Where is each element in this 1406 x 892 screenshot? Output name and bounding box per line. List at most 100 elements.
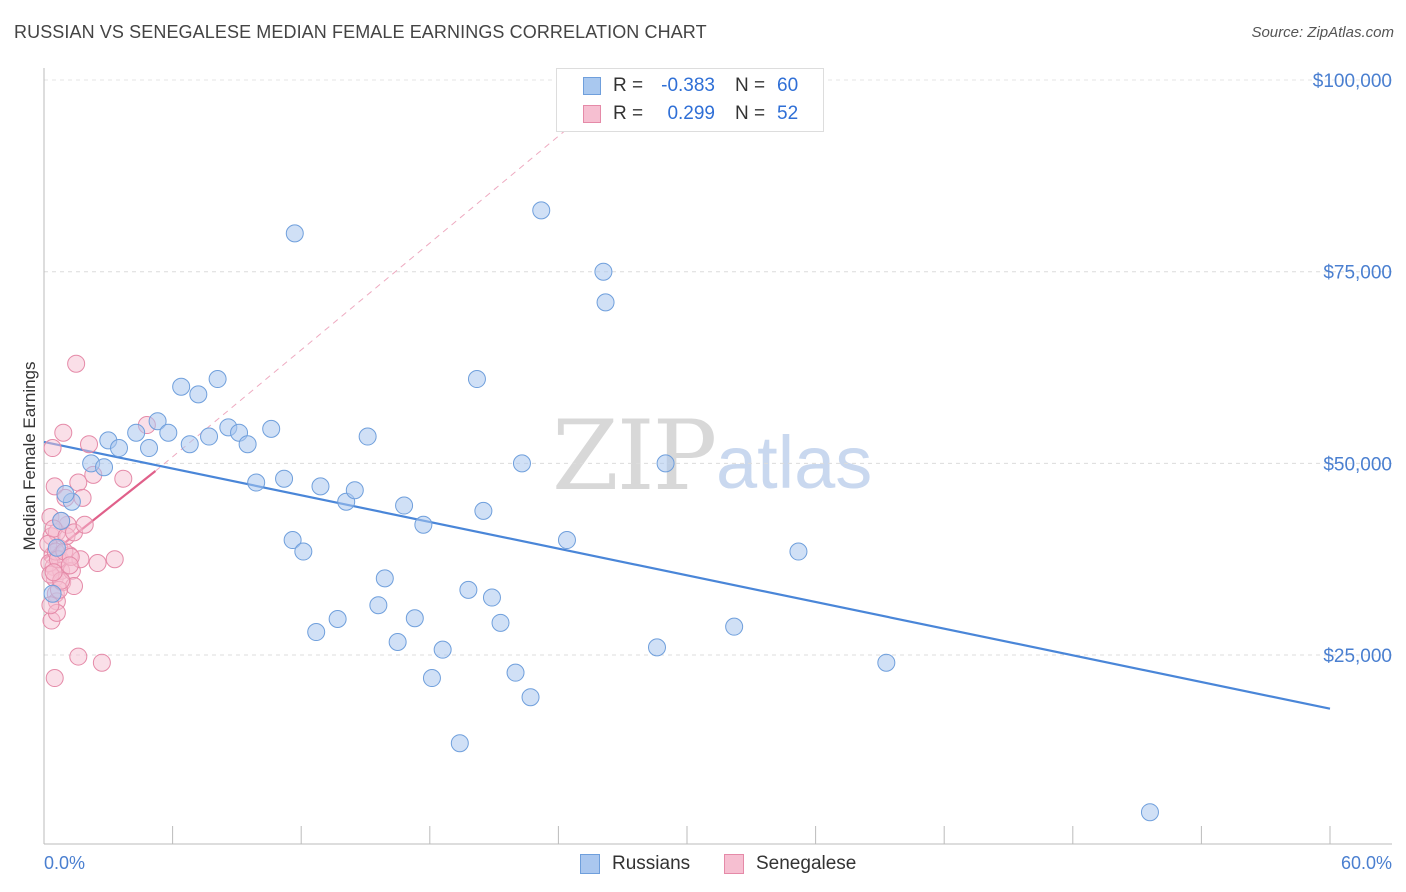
point-russians bbox=[110, 439, 129, 458]
point-russians bbox=[532, 201, 551, 220]
y-tick-label: $25,000 bbox=[1323, 646, 1392, 667]
watermark-zip: ZIP bbox=[552, 400, 717, 512]
point-russians bbox=[414, 515, 433, 534]
point-russians bbox=[725, 617, 744, 636]
y-tick-label: $75,000 bbox=[1323, 263, 1392, 284]
point-russians bbox=[395, 496, 414, 515]
point-russians bbox=[482, 588, 501, 607]
point-senegalese bbox=[60, 556, 79, 575]
legend-r-label: R = bbox=[613, 75, 644, 96]
point-russians bbox=[189, 385, 208, 404]
legend-r-label: R = bbox=[613, 103, 644, 124]
legend-n-label: N = bbox=[735, 103, 766, 124]
y-tick-label: $50,000 bbox=[1323, 454, 1392, 475]
legend-swatch-senegalese bbox=[583, 105, 601, 123]
point-russians bbox=[789, 542, 808, 561]
bottom-legend-swatch-russians bbox=[580, 854, 600, 874]
bottom-legend-russians[interactable]: Russians bbox=[580, 852, 690, 876]
point-senegalese bbox=[114, 469, 133, 488]
point-russians bbox=[56, 485, 75, 504]
point-russians bbox=[140, 439, 159, 458]
point-russians bbox=[172, 377, 191, 396]
point-russians bbox=[307, 623, 326, 642]
point-senegalese bbox=[69, 647, 88, 666]
point-russians bbox=[521, 688, 540, 707]
trend-line-senegalese bbox=[155, 117, 581, 472]
point-russians bbox=[388, 633, 407, 651]
point-senegalese bbox=[92, 653, 111, 672]
point-senegalese bbox=[54, 423, 73, 442]
point-russians bbox=[450, 734, 469, 753]
trend-lines bbox=[43, 117, 1331, 710]
point-russians bbox=[127, 423, 146, 442]
legend-n-value: 52 bbox=[777, 103, 799, 124]
point-senegalese bbox=[67, 354, 86, 373]
trend-line-russians bbox=[43, 440, 1331, 710]
point-senegalese bbox=[80, 435, 99, 454]
point-senegalese bbox=[44, 563, 63, 582]
correlation-legend: R = -0.383 N = 60 R = 0.299 N = 52 bbox=[556, 68, 824, 132]
point-russians bbox=[422, 669, 441, 688]
bottom-legend-label-russians: Russians bbox=[612, 853, 691, 874]
point-russians bbox=[43, 584, 62, 603]
legend-swatch-russians bbox=[583, 77, 601, 95]
point-senegalese bbox=[43, 439, 62, 458]
point-russians bbox=[328, 610, 347, 628]
point-russians bbox=[467, 370, 486, 389]
legend-n-value: 60 bbox=[777, 75, 799, 96]
senegalese-points bbox=[39, 354, 156, 688]
point-russians bbox=[247, 473, 266, 492]
y-axis-title: Median Female Earnings bbox=[20, 362, 39, 551]
point-russians bbox=[285, 224, 304, 243]
legend-row-russians: R = -0.383 N = 60 bbox=[583, 74, 798, 98]
point-russians bbox=[200, 427, 219, 446]
point-russians bbox=[512, 454, 531, 473]
bottom-legend-senegalese[interactable]: Senegalese bbox=[724, 852, 856, 876]
point-russians bbox=[294, 542, 313, 561]
y-tick-label: $100,000 bbox=[1313, 71, 1392, 92]
point-russians bbox=[459, 580, 478, 599]
point-russians bbox=[95, 458, 114, 477]
bottom-legend-swatch-senegalese bbox=[724, 854, 744, 874]
point-russians bbox=[506, 663, 525, 682]
point-russians bbox=[433, 640, 452, 659]
point-russians bbox=[877, 653, 896, 672]
point-russians bbox=[491, 613, 510, 632]
point-senegalese bbox=[45, 669, 64, 688]
point-senegalese bbox=[88, 554, 107, 573]
point-russians bbox=[208, 370, 227, 389]
point-russians bbox=[1140, 803, 1159, 822]
x-tick-label: 0.0% bbox=[44, 853, 85, 873]
legend-r-value: 0.299 bbox=[667, 103, 715, 124]
point-russians bbox=[369, 596, 388, 615]
point-russians bbox=[358, 427, 377, 446]
watermark-atlas: atlas bbox=[716, 421, 873, 504]
point-russians bbox=[148, 412, 167, 431]
point-russians bbox=[283, 531, 302, 550]
point-russians bbox=[180, 435, 199, 454]
russians-points bbox=[43, 201, 1159, 822]
point-russians bbox=[557, 531, 576, 550]
legend-row-senegalese: R = 0.299 N = 52 bbox=[583, 102, 798, 126]
source-credit: Source: ZipAtlas.com bbox=[1251, 24, 1394, 41]
point-russians bbox=[275, 469, 294, 488]
point-russians bbox=[375, 569, 394, 588]
point-senegalese bbox=[75, 515, 94, 534]
point-russians bbox=[159, 423, 178, 442]
point-russians bbox=[594, 262, 613, 281]
point-russians bbox=[345, 481, 364, 500]
x-tick-label: 60.0% bbox=[1341, 853, 1392, 873]
point-russians bbox=[47, 538, 66, 557]
axes bbox=[43, 68, 1392, 845]
legend-r-value: -0.383 bbox=[661, 75, 715, 96]
point-russians bbox=[656, 454, 675, 473]
point-russians bbox=[311, 477, 330, 496]
point-russians bbox=[52, 511, 71, 530]
point-russians bbox=[596, 293, 615, 312]
point-russians bbox=[405, 609, 424, 628]
axis-labels: $25,000 $50,000 $75,000 $100,000 0.0% 60.0% Me… bbox=[20, 71, 1392, 873]
chart-title: RUSSIAN VS SENEGALESE MEDIAN FEMALE EARN… bbox=[14, 22, 707, 42]
legend-n-label: N = bbox=[735, 75, 766, 96]
grid-lines bbox=[44, 79, 1392, 656]
